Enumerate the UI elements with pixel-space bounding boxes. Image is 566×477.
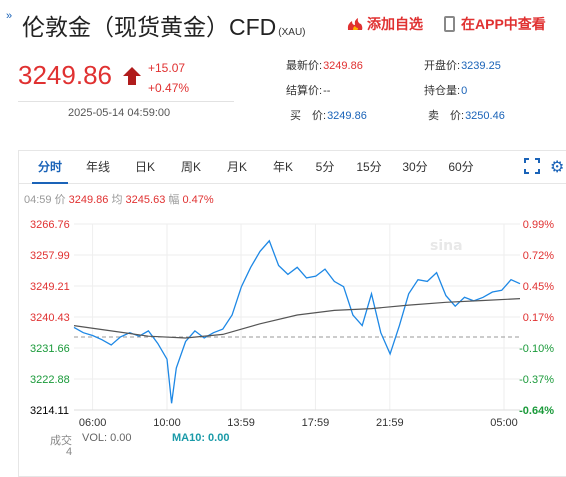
instrument-code: (XAU) (278, 27, 306, 38)
stat-latest-label: 最新价: (286, 60, 323, 72)
info-avg: 3245.63 (125, 194, 166, 206)
expand-arrows-icon[interactable]: » (6, 10, 13, 22)
average-price-line (73, 298, 521, 339)
price-change: +15.07 (148, 61, 186, 75)
y-tick-left: 3214.11 (30, 405, 69, 417)
tab-30min[interactable]: 30分 (402, 160, 428, 174)
tab-monthly-k[interactable]: 月K (226, 160, 247, 174)
y-tick-right: -0.37% (519, 374, 554, 386)
tab-intraday[interactable]: 分时 (32, 150, 68, 184)
volume-value: VOL: 0.00 (82, 432, 132, 444)
stat-open-value: 3239.25 (461, 60, 501, 72)
tab-15min[interactable]: 15分 (356, 160, 382, 174)
info-price-label: 价 (54, 194, 66, 206)
price-line (73, 239, 521, 404)
volume-label: 成交 (50, 435, 72, 447)
view-in-app-button[interactable]: 在APP中查看 (444, 14, 546, 34)
stat-buy: 买 价:3249.86 (290, 107, 367, 123)
y-tick-left: 3249.21 (30, 281, 70, 293)
quote-timestamp: 2025-05-14 04:59:00 (68, 107, 171, 119)
stat-sell-label: 卖 价: (428, 110, 465, 122)
ma10-value: MA10: 0.00 (172, 432, 230, 444)
settings-gear-icon[interactable]: ⚙ (550, 159, 565, 176)
y-tick-right: 0.99% (523, 219, 554, 231)
y-tick-right: -0.64% (519, 405, 554, 417)
x-tick-label: 05:00 (490, 417, 518, 429)
add-favorite-label: 添加自选 (367, 16, 423, 32)
stat-position: 持仓量:0 (424, 82, 467, 98)
stat-open-label: 开盘价: (424, 60, 461, 72)
y-tick-right: -0.10% (519, 343, 554, 355)
intraday-chart[interactable]: 3266.76 0.99% 3257.99 0.72% 3249.21 0.45% 3240… (0, 210, 566, 432)
stat-settle-label: 结算价: (286, 85, 323, 97)
add-favorite-button[interactable]: 添加自选 (346, 14, 423, 34)
y-tick-left: 3231.66 (30, 343, 70, 355)
tab-60min[interactable]: 60分 (448, 160, 474, 174)
phone-icon (444, 16, 455, 32)
crosshair-info: 04:59 价 3249.86 均 3245.63 幅 0.47% (24, 191, 214, 207)
info-price: 3249.86 (68, 194, 109, 206)
stat-latest-value: 3249.86 (323, 60, 363, 72)
y-tick-right: 0.17% (523, 312, 554, 324)
instrument-name: 伦敦金（现货黄金）CFD (22, 14, 277, 40)
up-arrow-icon (123, 67, 141, 85)
info-amp: 0.47% (182, 194, 214, 206)
y-tick-left: 3240.43 (30, 312, 70, 324)
stat-sell: 卖 价:3250.46 (428, 107, 505, 123)
y-tick-right: 0.72% (523, 250, 554, 262)
info-amp-label: 幅 (168, 194, 180, 206)
title-bar: » 伦敦金（现货黄金）CFD (XAU) 添加自选 在APP中查看 (0, 0, 566, 44)
y-tick-left: 3266.76 (30, 219, 70, 231)
stat-latest: 最新价:3249.86 (286, 57, 363, 73)
flame-icon (347, 18, 363, 30)
price-change-percent: +0.47% (148, 81, 190, 95)
stat-settle-value: -- (323, 85, 331, 97)
x-tick-label: 13:59 (227, 417, 255, 429)
tab-yearly-k[interactable]: 年K (272, 160, 293, 174)
view-in-app-label: 在APP中查看 (461, 16, 546, 32)
x-tick-label: 17:59 (302, 417, 330, 429)
stat-settle: 结算价:-- (286, 82, 330, 98)
x-tick-label: 06:00 (79, 417, 107, 429)
stat-position-label: 持仓量: (424, 85, 461, 97)
tab-weekly-k[interactable]: 周K (180, 160, 201, 174)
y-tick-left: 3257.99 (30, 250, 70, 262)
y-tick-right: 0.45% (523, 281, 554, 293)
divider (18, 101, 234, 102)
stat-open: 开盘价:3239.25 (424, 57, 501, 73)
stat-sell-value: 3250.46 (465, 110, 505, 122)
tab-year-line[interactable]: 年线 (85, 160, 110, 174)
x-tick-label: 10:00 (153, 417, 181, 429)
info-time: 04:59 (24, 194, 52, 206)
stat-position-value: 0 (461, 85, 468, 97)
volume-label-line2: 4 (66, 446, 73, 458)
fullscreen-icon[interactable] (524, 158, 540, 174)
chart-period-tabs: 分时 年线 日K 周K 月K 年K 5分 15分 30分 60分 (18, 150, 566, 184)
current-price: 3249.86 (18, 60, 112, 90)
tab-5min[interactable]: 5分 (315, 160, 335, 174)
watermark-logo: sina (430, 238, 463, 254)
stat-buy-value: 3249.86 (327, 110, 367, 122)
tab-daily-k[interactable]: 日K (134, 160, 155, 174)
y-tick-left: 3222.88 (30, 374, 70, 386)
x-tick-label: 21:59 (376, 417, 404, 429)
stat-buy-label: 买 价: (290, 110, 327, 122)
info-avg-label: 均 (111, 194, 123, 206)
page-title: » 伦敦金（现货黄金）CFD (XAU) (6, 8, 306, 42)
